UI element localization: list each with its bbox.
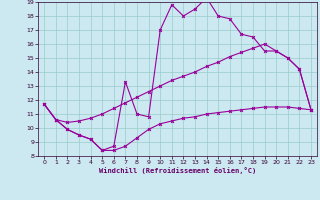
- X-axis label: Windchill (Refroidissement éolien,°C): Windchill (Refroidissement éolien,°C): [99, 167, 256, 174]
